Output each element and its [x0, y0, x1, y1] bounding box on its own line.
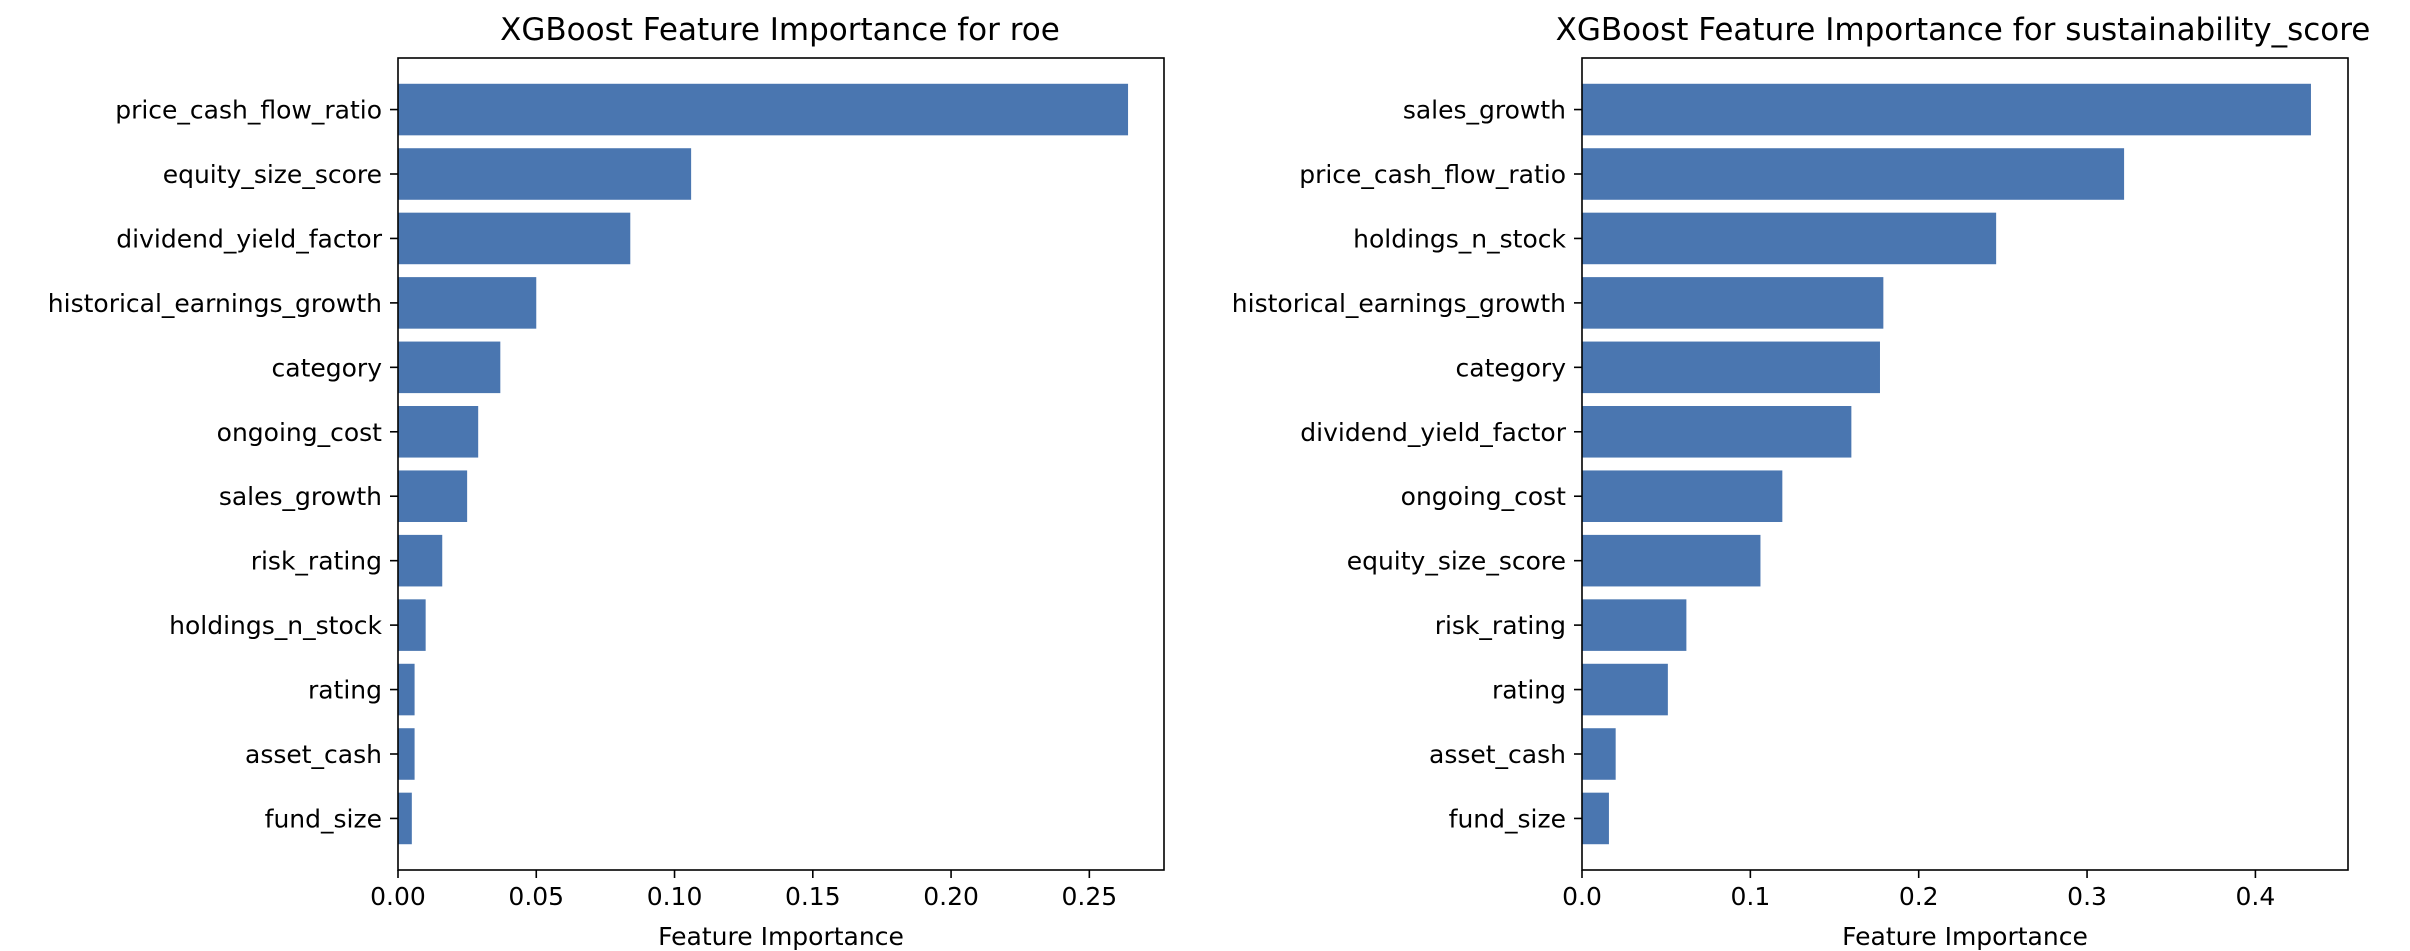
x-tick-label: 0.2 [1899, 882, 1939, 911]
plot-frame [1581, 57, 2349, 871]
y-tick-label: price_cash_flow_ratio [115, 96, 382, 125]
y-tick-label: rating [308, 676, 382, 705]
bar-price-cash-flow-ratio [398, 83, 1129, 136]
bar-rating [398, 663, 415, 716]
y-tick-label: ongoing_cost [1401, 482, 1567, 511]
y-tick-label: dividend_yield_factor [1300, 418, 1566, 447]
y-tick-label: category [272, 353, 383, 382]
bar-historical-earnings-growth [1582, 277, 1884, 329]
bar-ongoing-cost [398, 406, 479, 458]
x-axis-label: Feature Importance [658, 922, 904, 951]
y-tick-label: asset_cash [1429, 740, 1566, 769]
y-tick-label: dividend_yield_factor [116, 224, 382, 253]
bar-sales-growth [1582, 83, 2311, 136]
bar-asset-cash [398, 728, 415, 780]
bar-equity-size-score [1582, 534, 1761, 587]
y-tick-label: fund_size [1449, 804, 1566, 833]
x-tick-label: 0.05 [508, 882, 564, 911]
bar-holdings-n-stock [398, 599, 426, 651]
y-tick-label: rating [1492, 676, 1566, 705]
chart-sustainability-score: XGBoost Feature Importance for sustainab… [1232, 12, 2371, 951]
y-tick-label: category [1456, 353, 1567, 382]
bar-dividend-yield-factor [1582, 406, 1852, 458]
x-tick-label: 0.10 [647, 882, 703, 911]
x-tick-label: 0.3 [2067, 882, 2107, 911]
plot-frame [397, 57, 1165, 871]
x-tick-label: 0.4 [2236, 882, 2276, 911]
bar-holdings-n-stock [1582, 212, 1997, 265]
x-tick-label: 0.15 [785, 882, 841, 911]
bar-category [1582, 341, 1880, 394]
bar-group [398, 83, 1129, 845]
x-tick-label: 0.25 [1061, 882, 1117, 911]
bar-ongoing-cost [1582, 470, 1783, 522]
bar-price-cash-flow-ratio [1582, 148, 2125, 200]
y-axis-ticks: price_cash_flow_ratio equity_size_scoredi… [48, 96, 398, 833]
y-tick-label: equity_size_score [163, 160, 382, 189]
bar-group [1582, 83, 2311, 845]
bar-asset-cash [1582, 728, 1616, 780]
bar-fund-size [398, 792, 412, 845]
y-tick-label: holdings_n_stock [1353, 224, 1566, 253]
bar-category [398, 341, 501, 394]
bar-sales-growth [398, 470, 468, 522]
chart-title: XGBoost Feature Importance for roe [500, 12, 1060, 48]
chart-roe: XGBoost Feature Importance for roe price… [48, 12, 1165, 951]
bar-risk-rating [398, 534, 443, 587]
bar-fund-size [1582, 792, 1609, 845]
y-tick-label: historical_earnings_growth [48, 289, 382, 318]
x-axis-label: Feature Importance [1842, 922, 2088, 951]
y-tick-label: sales_growth [219, 482, 382, 511]
bar-dividend-yield-factor [398, 212, 631, 265]
y-tick-label: ongoing_cost [217, 418, 383, 447]
x-axis-ticks: 0.0 0.1 0.2 0.3 0.4 [1562, 870, 2275, 911]
chart-title: XGBoost Feature Importance for sustainab… [1556, 12, 2371, 48]
y-tick-label: price_cash_flow_ratio [1299, 160, 1566, 189]
x-axis-ticks: 0.00 0.05 0.10 0.15 0.20 0.25 [370, 870, 1117, 911]
y-tick-label: equity_size_score [1347, 547, 1566, 576]
bar-risk-rating [1582, 599, 1687, 651]
y-tick-label: fund_size [265, 804, 382, 833]
y-tick-label: holdings_n_stock [169, 611, 382, 640]
y-axis-ticks: sales_growth price_cash_flow_ratioholding… [1232, 96, 1582, 833]
x-tick-label: 0.0 [1562, 882, 1602, 911]
y-tick-label: risk_rating [1435, 611, 1566, 640]
x-tick-label: 0.1 [1730, 882, 1770, 911]
y-tick-label: sales_growth [1403, 96, 1566, 125]
y-tick-label: asset_cash [245, 740, 382, 769]
y-tick-label: historical_earnings_growth [1232, 289, 1566, 318]
bar-historical-earnings-growth [398, 277, 537, 329]
x-tick-label: 0.20 [923, 882, 979, 911]
y-tick-label: risk_rating [251, 547, 382, 576]
x-tick-label: 0.00 [370, 882, 426, 911]
bar-rating [1582, 663, 1668, 716]
bar-equity-size-score [398, 148, 692, 200]
